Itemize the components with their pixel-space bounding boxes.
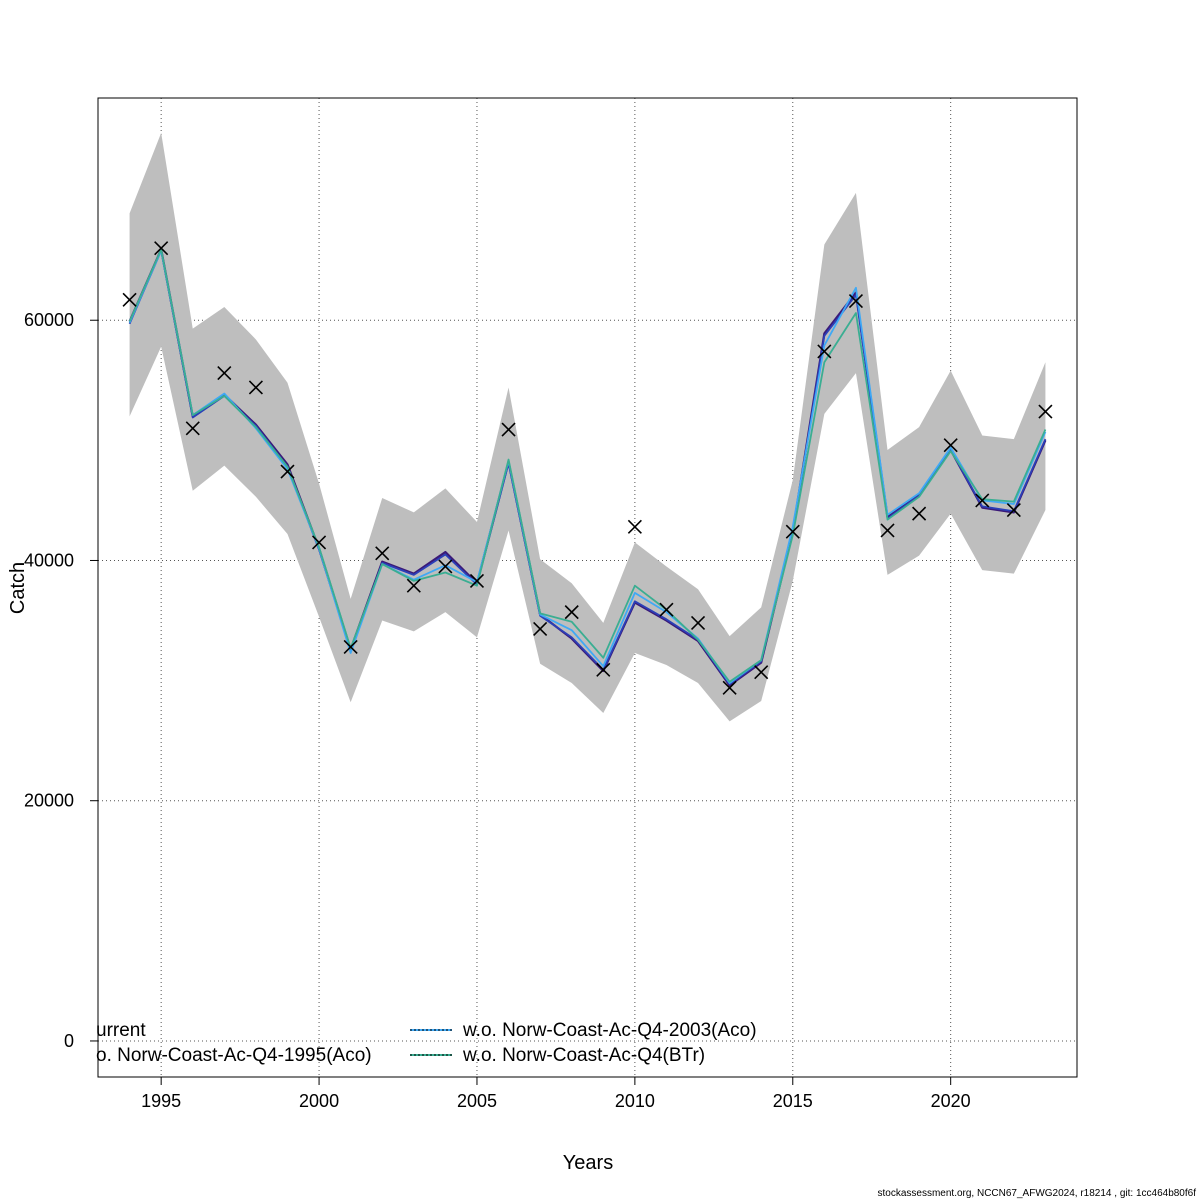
observed-point-stroke [1006, 502, 1021, 518]
observed-point-stroke [848, 293, 864, 309]
observed-point-stroke [122, 292, 137, 307]
observed-point [311, 535, 327, 550]
observed-point-stroke [627, 519, 642, 534]
observed-point [154, 241, 169, 256]
observed-point-stroke [185, 421, 200, 436]
y-tick-label: 60000 [24, 310, 74, 330]
observed-point [248, 380, 263, 395]
observed-point-stroke [690, 615, 706, 631]
observed-point-stroke [343, 639, 358, 655]
observed-point-stroke [501, 422, 516, 437]
x-tick-label: 2020 [931, 1091, 971, 1111]
observed-point-stroke [533, 621, 548, 637]
plot-frame [97, 97, 1078, 1078]
observed-point-stroke [469, 573, 485, 588]
x-tick-label: 2015 [773, 1091, 813, 1111]
observed-point [975, 493, 990, 508]
observed-point [659, 602, 674, 617]
confidence-band-layer [129, 132, 1046, 722]
observed-point [406, 578, 421, 593]
observed-point [217, 366, 232, 381]
observed-point-stroke [722, 680, 737, 695]
observed-point-stroke [375, 546, 390, 561]
observed-point [943, 438, 958, 453]
observed-point [1006, 502, 1021, 518]
observed-point [722, 680, 737, 695]
y-tick-label: 40000 [24, 550, 74, 570]
observed-point [185, 421, 200, 436]
axis-layer: 1995 2000 2005 2010 2015 2020 0 20000 40000 60000 [24, 97, 1078, 1111]
observed-point-stroke [564, 605, 579, 620]
legend-label-2: o. Norw-Coast-Ac-Q4-1995(Aco) [96, 1045, 372, 1066]
legend-label-3: w.o. Norw-Coast-Ac-Q4-2003(Aco) [462, 1020, 757, 1041]
observed-point [880, 523, 895, 538]
observed-point-stroke [754, 665, 769, 680]
observed-point [785, 524, 800, 539]
y-tick-label: 20000 [24, 791, 74, 811]
observed-point [280, 464, 295, 479]
observed-point-stroke [406, 578, 421, 593]
observed-point-stroke [975, 493, 990, 508]
observed-point-stroke [912, 506, 927, 521]
observed-point [533, 621, 548, 637]
observed-point-stroke [438, 559, 453, 574]
observed-point [754, 665, 769, 680]
x-tick-label: 2005 [457, 1091, 497, 1111]
x-axis-title: Years [563, 1152, 613, 1174]
observed-point [469, 573, 485, 588]
observed-point-stroke [217, 366, 232, 381]
y-tick-label: 0 [64, 1031, 74, 1051]
observed-point [596, 662, 611, 677]
observed-point-stroke [1038, 404, 1053, 419]
observed-point-stroke [596, 662, 611, 677]
observed-point [375, 546, 390, 561]
observed-point-stroke [880, 523, 895, 538]
observed-point-stroke [248, 380, 263, 395]
series-line-3 [128, 249, 1047, 684]
observed-point [1038, 404, 1053, 419]
observed-point [627, 519, 642, 534]
confidence-band [129, 132, 1046, 722]
observed-point [501, 422, 516, 437]
x-tick-label: 2010 [615, 1091, 655, 1111]
series-layer [128, 248, 1047, 687]
legend: urrent o. Norw-Coast-Ac-Q4-1995(Aco) w.o. … [96, 1020, 757, 1066]
legend-label-1: urrent [96, 1020, 146, 1041]
observed-point-stroke [785, 524, 800, 539]
x-tick-label: 2000 [299, 1091, 339, 1111]
observed-point [690, 615, 706, 631]
observed-point [438, 559, 453, 574]
observed-point [912, 506, 927, 521]
footer-credit: stockassessment.org, NCCN67_AFWG2024, r1… [878, 1188, 1197, 1199]
observed-point [848, 293, 864, 309]
observed-point [564, 605, 579, 620]
observed-point-stroke [659, 602, 674, 617]
observed-point-stroke [817, 344, 832, 359]
observed-point-stroke [154, 241, 169, 256]
y-axis-title: Catch [7, 562, 29, 614]
legend-label-4: w.o. Norw-Coast-Ac-Q4(BTr) [462, 1045, 705, 1066]
observed-points-layer [122, 241, 1053, 695]
series-line-4 [128, 248, 1047, 683]
observed-point-stroke [311, 535, 327, 550]
x-tick-label: 1995 [141, 1091, 181, 1111]
grid-layer [98, 98, 1077, 1077]
observed-point-stroke [280, 464, 295, 479]
observed-point-stroke [943, 438, 958, 453]
observed-point [817, 344, 832, 359]
observed-point [122, 292, 137, 307]
observed-point [343, 639, 358, 655]
